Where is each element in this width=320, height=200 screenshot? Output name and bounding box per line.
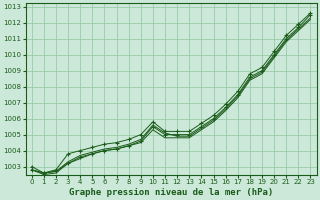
X-axis label: Graphe pression niveau de la mer (hPa): Graphe pression niveau de la mer (hPa) bbox=[69, 188, 273, 197]
